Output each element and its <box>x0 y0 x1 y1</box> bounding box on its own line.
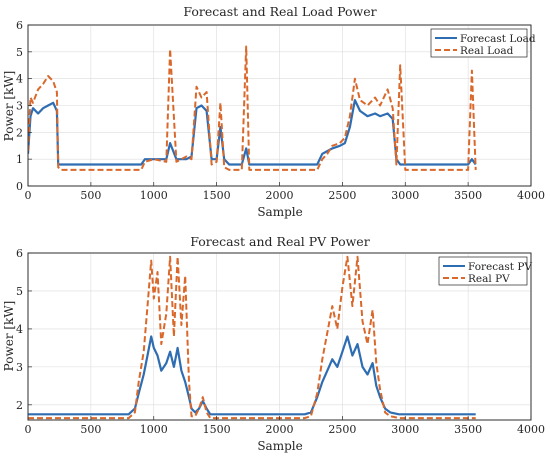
legend-label: Real PV <box>468 273 510 285</box>
y-tick: 3 <box>16 361 32 374</box>
series-line-forecast-pv <box>28 335 476 416</box>
x-tick: 3500 <box>454 416 482 436</box>
y-tick: 6 <box>16 247 32 260</box>
legend-label: Forecast PV <box>468 261 532 273</box>
y-tick-label: 5 <box>16 46 23 59</box>
x-tick: 3500 <box>454 182 482 202</box>
x-tick-label: 3500 <box>454 189 482 202</box>
x-axis-label: Sample <box>257 439 302 453</box>
x-tick-label: 4000 <box>517 189 545 202</box>
y-tick-label: 4 <box>16 73 23 86</box>
y-tick: 4 <box>16 323 32 336</box>
x-tick-label: 4000 <box>517 423 545 436</box>
y-tick-label: 3 <box>16 361 23 374</box>
y-tick: 1 <box>16 153 32 166</box>
x-axis: 0 500 1000 1500 2000 2500 3000 3500 4000 <box>25 182 545 202</box>
legend-label: Real Load <box>460 45 514 57</box>
x-tick: 1500 <box>203 416 231 436</box>
y-axis: 0 1 2 3 4 5 6 <box>16 19 32 193</box>
x-tick-label: 2000 <box>266 189 294 202</box>
x-axis-label: Sample <box>257 205 302 219</box>
x-tick: 1500 <box>203 182 231 202</box>
x-tick-label: 2000 <box>266 423 294 436</box>
y-tick-label: 0 <box>16 180 23 193</box>
y-tick: 3 <box>16 100 32 113</box>
x-axis: 0 500 1000 1500 2000 2500 3000 3500 4000 <box>25 416 545 436</box>
x-tick-label: 1000 <box>140 423 168 436</box>
y-tick-label: 6 <box>16 247 23 260</box>
legend-box <box>438 256 528 286</box>
y-tick-label: 1 <box>16 153 23 166</box>
load-power-chart: Forecast and Real Load Power 0 500 1000 150… <box>2 4 545 219</box>
y-tick: 5 <box>16 46 32 59</box>
chart-title: Forecast and Real Load Power <box>183 4 376 19</box>
x-tick: 1000 <box>140 182 168 202</box>
x-tick: 3000 <box>391 182 419 202</box>
y-tick-label: 5 <box>16 285 23 298</box>
x-tick: 1000 <box>140 416 168 436</box>
x-tick-label: 500 <box>80 423 101 436</box>
series-layer <box>28 45 477 171</box>
x-tick: 3000 <box>391 416 419 436</box>
y-axis-label: Power [kW] <box>2 71 16 142</box>
x-tick-label: 500 <box>80 189 101 202</box>
y-tick-label: 2 <box>16 126 23 139</box>
x-tick: 2000 <box>266 182 294 202</box>
x-tick: 500 <box>80 416 101 436</box>
x-tick: 2500 <box>328 416 356 436</box>
chart-title: Forecast and Real PV Power <box>190 234 369 249</box>
y-tick: 5 <box>16 285 32 298</box>
legend-box <box>430 28 528 58</box>
pv-power-chart: Forecast and Real PV Power 0 500 1000 1500 2… <box>2 234 545 453</box>
x-tick-label: 2500 <box>328 189 356 202</box>
y-tick: 4 <box>16 73 32 86</box>
x-tick: 500 <box>80 182 101 202</box>
y-tick-label: 6 <box>16 19 23 32</box>
y-tick: 2 <box>16 126 32 139</box>
x-tick-label: 0 <box>25 423 32 436</box>
y-tick-label: 3 <box>16 100 23 113</box>
x-tick: 0 <box>25 182 32 202</box>
x-tick-label: 2500 <box>328 423 356 436</box>
x-tick-label: 3000 <box>391 189 419 202</box>
y-axis-label: Power [kW] <box>2 301 16 372</box>
x-tick: 4000 <box>517 182 545 202</box>
x-tick-label: 1000 <box>140 189 168 202</box>
x-tick-label: 3500 <box>454 423 482 436</box>
y-axis: 2 3 4 5 6 <box>16 247 32 412</box>
x-tick-label: 1500 <box>203 189 231 202</box>
y-tick-label: 2 <box>16 399 23 412</box>
y-tick: 2 <box>16 399 32 412</box>
y-tick: 6 <box>16 19 32 32</box>
legend-label: Forecast Load <box>460 33 536 45</box>
series-line-real-load <box>28 45 477 171</box>
series-line-real-pv <box>28 255 476 420</box>
series-layer <box>28 255 476 420</box>
x-tick-label: 1500 <box>203 423 231 436</box>
x-tick: 2500 <box>328 182 356 202</box>
x-tick-label: 0 <box>25 189 32 202</box>
x-tick: 0 <box>25 416 32 436</box>
y-tick: 0 <box>16 180 32 193</box>
x-tick: 4000 <box>517 416 545 436</box>
y-tick-label: 4 <box>16 323 23 336</box>
x-tick-label: 3000 <box>391 423 419 436</box>
x-tick: 2000 <box>266 416 294 436</box>
